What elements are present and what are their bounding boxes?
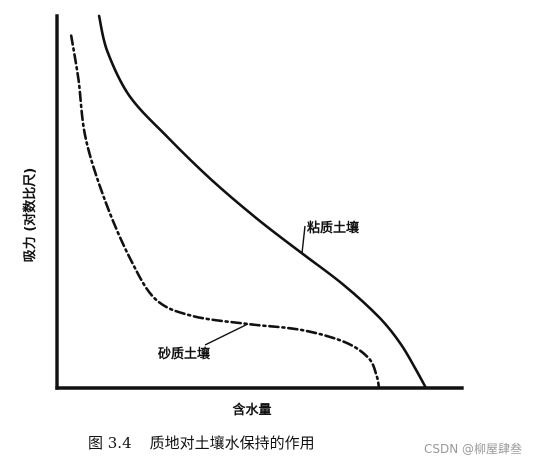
series-layer xyxy=(69,14,428,390)
caption-text: 质地对土壤水保持的作用 xyxy=(149,434,315,452)
axes xyxy=(55,14,464,390)
series-label-clay: 粘质土壤 xyxy=(306,220,360,236)
label-layer: 吸力 (对数比尺) 含水量 粘质土壤 砂质土壤 xyxy=(22,168,360,418)
clay-label-leader xyxy=(301,225,306,254)
figure-caption: 图 3.4 质地对土壤水保持的作用 xyxy=(0,432,540,453)
watermark: CSDN @柳屋肆叁 xyxy=(423,442,522,456)
series-label-sandy: 砂质土壤 xyxy=(157,346,211,362)
sandy-soil-curve xyxy=(69,34,381,390)
caption-number: 图 3.4 xyxy=(88,434,132,452)
sandy-label-leader xyxy=(204,323,249,346)
clay-soil-curve xyxy=(97,14,428,390)
x-axis-label: 含水量 xyxy=(231,402,271,418)
water-retention-chart: 吸力 (对数比尺) 含水量 粘质土壤 砂质土壤 xyxy=(22,14,464,418)
y-axis-label: 吸力 (对数比尺) xyxy=(22,168,38,262)
